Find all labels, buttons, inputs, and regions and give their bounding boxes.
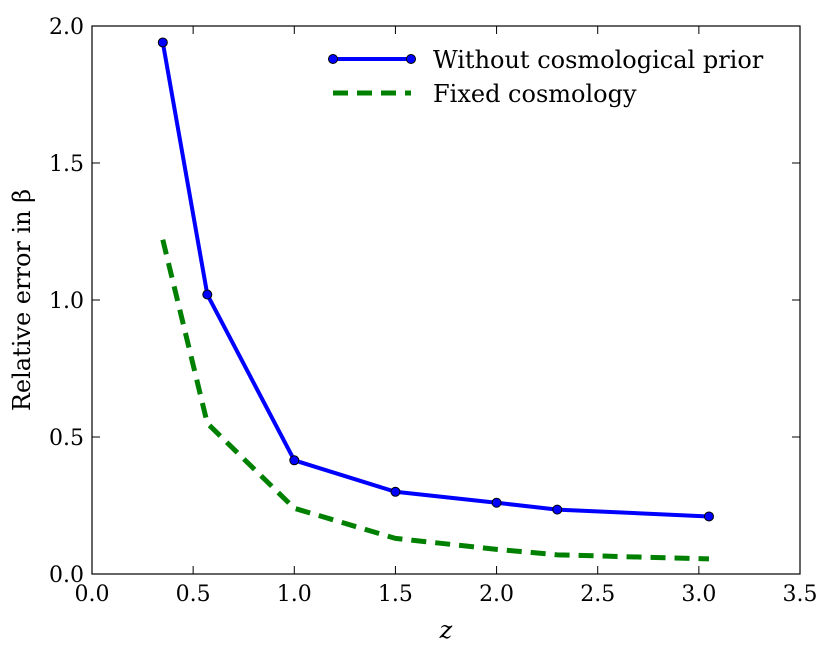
y-axis-label: Relative error in β — [8, 189, 36, 411]
y-tick-label: 2.0 — [49, 15, 84, 40]
y-tick-label: 0.5 — [49, 426, 84, 451]
legend-marker-without-prior — [406, 54, 416, 64]
x-tick-label: 0.0 — [75, 582, 110, 607]
x-axis-label: z — [439, 616, 453, 644]
series-line-without-prior — [160, 42, 710, 519]
x-tick-label: 2.5 — [580, 582, 615, 607]
data-point — [552, 504, 563, 515]
x-tick-label: 2.0 — [479, 582, 514, 607]
y-tick-label: 1.0 — [49, 289, 84, 314]
legend-marker-without-prior — [328, 54, 338, 64]
data-point — [703, 511, 714, 522]
x-tick-label: 1.5 — [378, 582, 413, 607]
y-tick-label: 1.5 — [49, 152, 84, 177]
x-tick-label: 3.5 — [783, 582, 818, 607]
legend: Without cosmological prior Fixed cosmolo… — [328, 46, 764, 108]
data-point — [202, 289, 213, 300]
plot-frame — [91, 25, 801, 575]
data-point — [157, 37, 168, 48]
x-tick-label: 3.0 — [681, 582, 716, 607]
data-point — [491, 497, 502, 508]
legend-label-without-prior: Without cosmological prior — [433, 46, 764, 74]
legend-label-fixed-cosmology: Fixed cosmology — [433, 80, 637, 108]
x-tick-label: 0.5 — [176, 582, 211, 607]
data-point — [289, 455, 300, 466]
series-line-fixed-cosmology — [160, 239, 710, 562]
y-tick-label: 0.0 — [49, 563, 84, 588]
data-point — [390, 486, 401, 497]
x-tick-label: 1.0 — [277, 582, 312, 607]
